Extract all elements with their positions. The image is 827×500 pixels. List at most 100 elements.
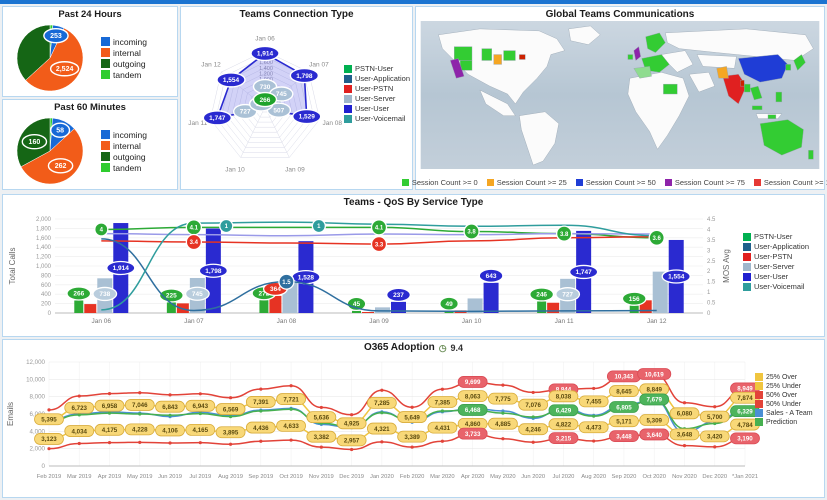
legend-swatch — [101, 141, 110, 150]
svg-text:225: 225 — [166, 293, 177, 300]
svg-text:5,649: 5,649 — [404, 414, 420, 421]
us-midwest — [481, 48, 492, 61]
legend-item-session-count-50[interactable]: Session Count >= 50 — [575, 178, 656, 187]
svg-text:1,798: 1,798 — [296, 73, 313, 80]
svg-text:4,034: 4,034 — [72, 428, 88, 435]
legend-swatch — [486, 179, 494, 186]
legend-item-tandem[interactable]: tandem — [101, 163, 147, 173]
svg-text:1,000: 1,000 — [36, 264, 52, 270]
svg-text:364: 364 — [270, 286, 281, 293]
legend-item-incoming[interactable]: incoming — [101, 37, 147, 47]
svg-text:7,385: 7,385 — [435, 399, 451, 406]
svg-text:Mar 2019: Mar 2019 — [67, 474, 92, 480]
svg-text:Jan 08: Jan 08 — [277, 318, 297, 325]
svg-text:3,420: 3,420 — [707, 434, 723, 441]
svg-text:3,448: 3,448 — [616, 433, 632, 440]
legend-label: tandem — [113, 69, 142, 80]
svg-text:1,200: 1,200 — [36, 255, 52, 261]
svg-text:1,747: 1,747 — [576, 269, 593, 276]
legend-item-user-voicemail[interactable]: User-Voicemail — [743, 282, 809, 291]
legend-swatch — [101, 163, 110, 172]
svg-text:1,914: 1,914 — [113, 265, 130, 272]
legend-item-pstn-user[interactable]: PSTN-User — [343, 64, 410, 73]
legend-swatch — [755, 391, 763, 399]
legend-item-user-application[interactable]: User-Application — [743, 242, 809, 251]
legend-item-outgoing[interactable]: outgoing — [101, 59, 147, 69]
legend-item-user-server[interactable]: User-Server — [343, 94, 410, 103]
svg-text:6,468: 6,468 — [465, 407, 481, 414]
country-china — [738, 54, 788, 83]
legend-label: User-Server — [754, 262, 795, 271]
svg-text:2,524: 2,524 — [56, 66, 74, 73]
svg-text:Jan 11: Jan 11 — [555, 318, 574, 325]
legend-item-session-count-25[interactable]: Session Count >= 25 — [486, 178, 567, 187]
svg-text:Apr 2020: Apr 2020 — [461, 474, 485, 480]
legend-label: Session Count >= 25 — [496, 178, 567, 187]
legend-item-internal[interactable]: internal — [101, 141, 147, 151]
legend-item-sales-a-team[interactable]: Sales - A Team — [755, 409, 813, 417]
svg-text:4,885: 4,885 — [495, 421, 511, 428]
legend-item-25-over[interactable]: 25% Over — [755, 373, 813, 381]
legend-item-user-application[interactable]: User-Application — [343, 74, 410, 83]
legend-item-user-voicemail[interactable]: User-Voicemail — [343, 114, 410, 123]
country-pakistan — [716, 66, 729, 79]
svg-text:Jan 2020: Jan 2020 — [370, 474, 394, 480]
legend-label: User-Application — [754, 242, 810, 251]
svg-text:2: 2 — [707, 269, 711, 275]
svg-text:0: 0 — [707, 311, 711, 317]
svg-text:1.5: 1.5 — [282, 280, 291, 286]
svg-text:0.5: 0.5 — [707, 301, 716, 307]
connection-type-radar-chart: Jan 06 Jan 07 Jan 08 Jan 09 Jan 10 Jan 11 Jan … — [188, 36, 342, 174]
legend-item-session-count-100[interactable]: Session Count >= 100 — [753, 178, 827, 187]
refresh-timer-icon[interactable]: ◷ — [438, 343, 447, 353]
legend-item-outgoing[interactable]: outgoing — [101, 152, 147, 162]
refresh-countdown: 9.4 — [450, 343, 464, 353]
legend-item-incoming[interactable]: incoming — [101, 130, 147, 140]
svg-text:7,076: 7,076 — [525, 402, 541, 409]
svg-text:1,554: 1,554 — [668, 274, 685, 281]
svg-text:Aug 2019: Aug 2019 — [218, 474, 243, 480]
svg-text:Jul 2020: Jul 2020 — [552, 474, 574, 480]
svg-text:1,200: 1,200 — [259, 71, 273, 77]
panel-title: O365 Adoption — [363, 342, 435, 353]
legend-item-tandem[interactable]: tandem — [101, 70, 147, 80]
svg-text:6,723: 6,723 — [72, 405, 88, 412]
legend-item-user-user[interactable]: User-User — [343, 104, 410, 113]
legend-item-session-count-75[interactable]: Session Count >= 75 — [664, 178, 745, 187]
panel-title: Past 24 Hours — [58, 9, 122, 20]
legend-item-50-over[interactable]: 50% Over — [755, 391, 813, 399]
legend-item-user-user[interactable]: User-User — [743, 272, 809, 281]
svg-text:1,400: 1,400 — [36, 245, 52, 251]
legend-item-pstn-user[interactable]: PSTN-User — [743, 232, 809, 241]
svg-text:Dec 2020: Dec 2020 — [702, 474, 727, 480]
legend-item-user-server[interactable]: User-Server — [743, 262, 809, 271]
country-bangladesh — [740, 80, 745, 87]
svg-text:2,000: 2,000 — [36, 217, 52, 223]
svg-text:4,633: 4,633 — [283, 423, 299, 430]
legend-item-prediction[interactable]: Prediction — [755, 418, 813, 426]
legend-label: tandem — [113, 162, 142, 173]
legend-item-user-pstn[interactable]: User-PSTN — [343, 84, 410, 93]
country-new-zealand — [808, 150, 814, 160]
svg-text:6,329: 6,329 — [737, 408, 753, 415]
us-illinois — [493, 54, 502, 65]
legend-item-25-under[interactable]: 25% Under — [755, 382, 813, 390]
legend-label: User-PSTN — [354, 84, 394, 93]
legend-item-50-under[interactable]: 50% Under — [755, 400, 813, 408]
legend-swatch — [743, 272, 751, 281]
svg-text:745: 745 — [276, 91, 287, 98]
country-spain — [633, 66, 652, 79]
svg-text:2,000: 2,000 — [30, 446, 46, 453]
legend-item-internal[interactable]: internal — [101, 48, 147, 58]
country-uk — [633, 46, 641, 61]
country-korea — [785, 64, 791, 71]
legend-item-session-count-0[interactable]: Session Count >= 0 — [401, 178, 478, 187]
legend-label: User-User — [754, 272, 789, 281]
panel-title: Teams Connection Type — [239, 9, 354, 20]
o365-legend: 25% Over 25% Under 50% Over 50% Under Sales … — [755, 372, 813, 427]
legend-swatch — [343, 64, 352, 73]
legend-item-user-pstn[interactable]: User-PSTN — [743, 252, 809, 261]
svg-text:4,860: 4,860 — [465, 421, 481, 428]
legend-label: incoming — [113, 129, 148, 140]
svg-text:3,648: 3,648 — [677, 432, 693, 439]
